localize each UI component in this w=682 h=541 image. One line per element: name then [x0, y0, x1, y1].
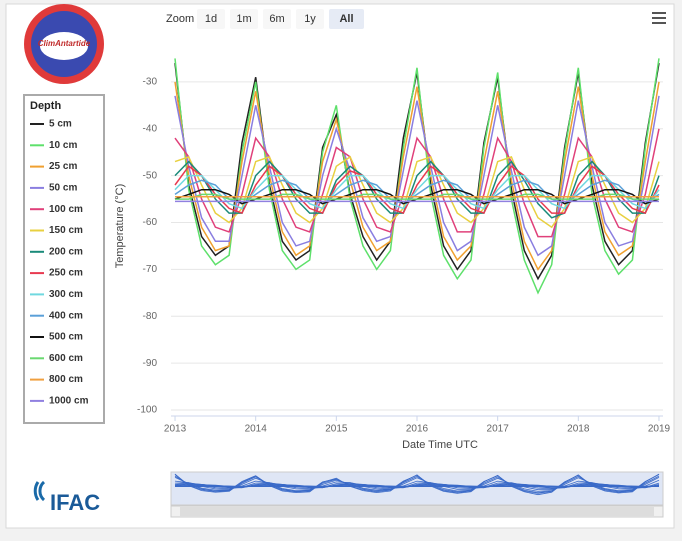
- zoom-button-label: 1y: [304, 13, 316, 25]
- y-tick-label: -100: [137, 405, 157, 416]
- legend-label[interactable]: 800 cm: [49, 374, 83, 385]
- legend-label[interactable]: 200 cm: [49, 246, 83, 257]
- zoom-button[interactable]: 1d: [197, 9, 225, 29]
- zoom-buttons: 1d 1m 6m 1y All: [197, 9, 364, 29]
- menu-bar: [652, 17, 666, 19]
- y-tick-label: -30: [143, 77, 158, 88]
- legend-label[interactable]: 250 cm: [49, 268, 83, 279]
- legend-label[interactable]: 150 cm: [49, 225, 83, 236]
- zoom-button-label: 1d: [205, 13, 217, 25]
- legend-label[interactable]: 10 cm: [49, 140, 77, 151]
- logo-text: ClimAntartide: [38, 39, 91, 48]
- zoom-button[interactable]: 6m: [263, 9, 291, 29]
- logo-text: IFAC: [50, 490, 100, 515]
- legend-label[interactable]: 100 cm: [49, 204, 83, 215]
- x-tick-label: 2018: [567, 424, 590, 435]
- zoom-button[interactable]: 1m: [230, 9, 258, 29]
- card: [6, 4, 674, 528]
- menu-button[interactable]: [652, 12, 666, 24]
- legend-title: Depth: [30, 100, 61, 112]
- x-axis-label: Date Time UTC: [402, 439, 478, 451]
- zoom-label: Zoom: [166, 13, 194, 25]
- x-tick-label: 2015: [325, 424, 348, 435]
- top-logo: ClimAntartide: [24, 4, 104, 84]
- zoom-button-label: 1m: [236, 13, 251, 25]
- legend-label[interactable]: 400 cm: [49, 310, 83, 321]
- y-tick-label: -60: [143, 217, 158, 228]
- menu-bar: [652, 22, 666, 24]
- menu-bar: [652, 12, 666, 14]
- zoom-button[interactable]: 1y: [296, 9, 324, 29]
- y-tick-label: -50: [143, 170, 158, 181]
- zoom-button[interactable]: All: [329, 9, 364, 29]
- zoom-button-label: All: [339, 13, 353, 25]
- legend-label[interactable]: 500 cm: [49, 332, 83, 343]
- x-tick-label: 2014: [245, 424, 268, 435]
- x-tick-label: 2017: [487, 424, 510, 435]
- legend-label[interactable]: 25 cm: [49, 161, 77, 172]
- y-tick-label: -40: [143, 123, 158, 134]
- legend-label[interactable]: 1000 cm: [49, 396, 89, 407]
- legend-label[interactable]: 600 cm: [49, 353, 83, 364]
- zoom-button-label: 6m: [269, 13, 284, 25]
- legend-label[interactable]: 50 cm: [49, 183, 77, 194]
- x-tick-label: 2013: [164, 424, 187, 435]
- scrollbar-thumb[interactable]: [180, 507, 654, 516]
- legend-label[interactable]: 300 cm: [49, 289, 83, 300]
- y-tick-label: -80: [143, 311, 158, 322]
- legend-label[interactable]: 5 cm: [49, 119, 72, 130]
- y-axis-label: Temperature (°C): [114, 184, 126, 268]
- x-tick-label: 2019: [648, 424, 671, 435]
- x-tick-label: 2016: [406, 424, 429, 435]
- y-tick-label: -70: [143, 264, 158, 275]
- y-tick-label: -90: [143, 358, 158, 369]
